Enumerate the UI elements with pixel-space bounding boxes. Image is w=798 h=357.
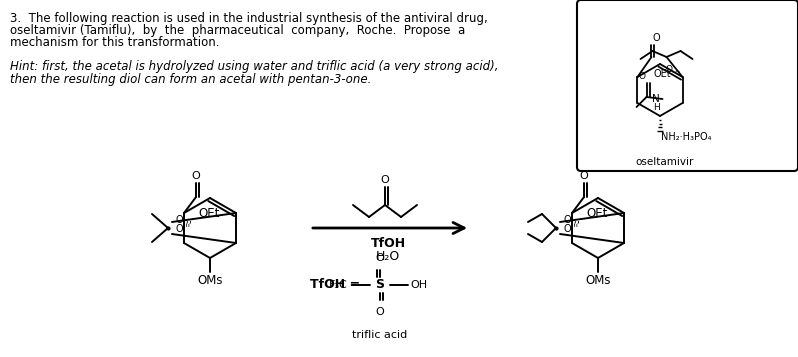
Text: H: H (653, 102, 659, 111)
Text: O,,,: O,,, (666, 65, 681, 74)
Text: O''': O''' (175, 224, 190, 234)
Text: O''': O''' (563, 224, 578, 234)
Text: O: O (579, 171, 588, 181)
Text: OMs: OMs (197, 274, 223, 287)
Text: O,,,: O,,, (175, 215, 192, 225)
Text: OH: OH (410, 280, 427, 290)
Text: then the resulting diol can form an acetal with pentan-3-one.: then the resulting diol can form an acet… (10, 73, 371, 86)
Text: N: N (652, 94, 659, 104)
Text: O: O (638, 72, 646, 81)
Text: 3.  The following reaction is used in the industrial synthesis of the antiviral : 3. The following reaction is used in the… (10, 12, 488, 25)
Text: OMs: OMs (585, 274, 610, 287)
Text: NH₂·H₃PO₄: NH₂·H₃PO₄ (661, 132, 712, 142)
Text: O: O (376, 253, 385, 263)
Text: O: O (381, 175, 389, 185)
Text: TfOH: TfOH (370, 237, 405, 250)
Text: OEt: OEt (586, 206, 607, 220)
Text: OEt: OEt (198, 206, 219, 220)
Text: triflic acid: triflic acid (353, 330, 408, 340)
FancyBboxPatch shape (577, 0, 798, 171)
Text: O: O (376, 307, 385, 317)
Text: mechanism for this transformation.: mechanism for this transformation. (10, 36, 219, 49)
Text: O: O (653, 33, 660, 43)
Text: Hint: first, the acetal is hydrolyzed using water and triflic acid (a very stron: Hint: first, the acetal is hydrolyzed us… (10, 60, 499, 73)
Polygon shape (662, 97, 682, 103)
Text: TfOH =: TfOH = (310, 278, 365, 292)
Text: H₂O: H₂O (376, 250, 400, 263)
Text: oseltamivir: oseltamivir (636, 157, 694, 167)
Text: F₃C: F₃C (330, 280, 348, 290)
Text: O,,,: O,,, (563, 215, 580, 225)
Text: OEt: OEt (654, 69, 671, 79)
Text: O: O (192, 171, 200, 181)
Text: oseltamivir (Tamiflu),  by  the  pharmaceutical  company,  Roche.  Propose  a: oseltamivir (Tamiflu), by the pharmaceut… (10, 24, 465, 37)
Text: S: S (376, 278, 385, 292)
